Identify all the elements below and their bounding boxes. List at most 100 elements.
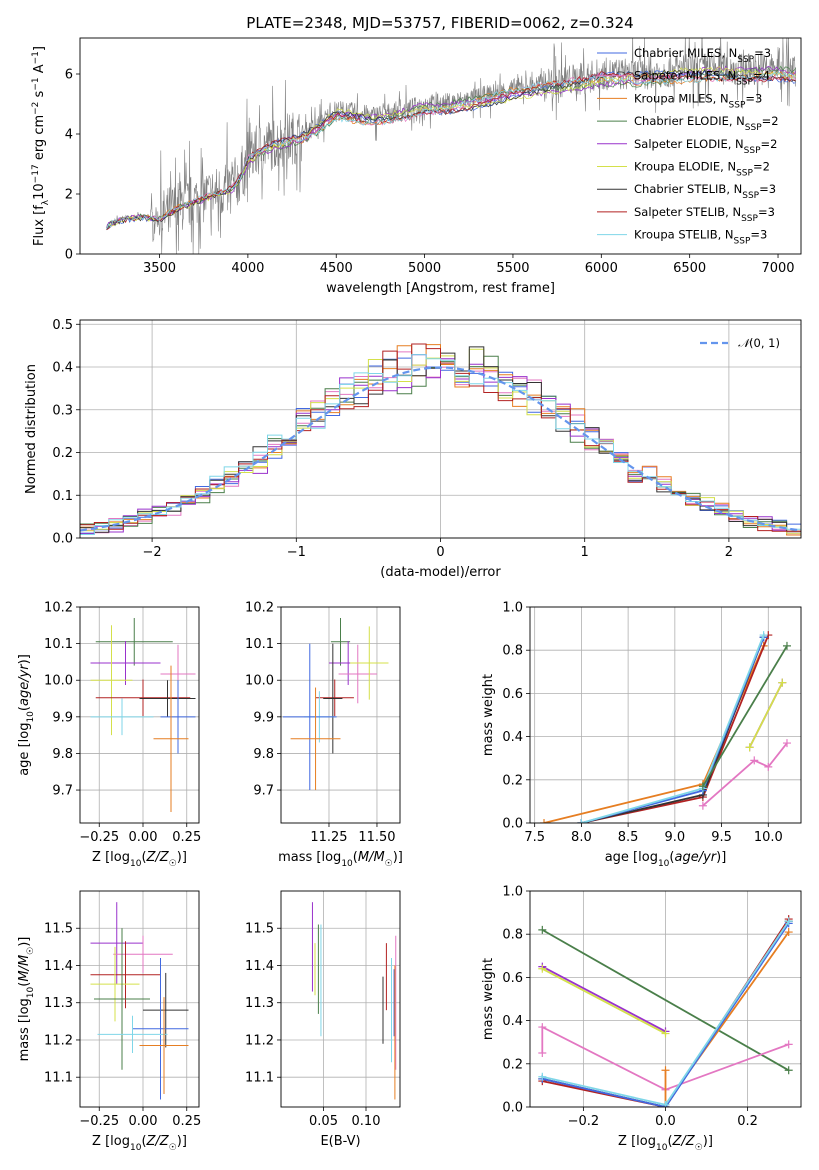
mass-weight-line — [702, 742, 788, 807]
label-part: Kroupa ELODIE, N — [634, 160, 736, 174]
y-tick-label: 0.0 — [502, 817, 523, 832]
label-part: =2 — [753, 160, 770, 174]
y-tick-label: 0.8 — [502, 928, 523, 943]
label-part: =2 — [762, 114, 779, 128]
y-tick-label: 0.0 — [52, 532, 73, 547]
y-tick-label: 10.1 — [245, 637, 274, 652]
x-tick-label: 8.5 — [618, 830, 639, 845]
label-part: ( — [17, 982, 32, 987]
plot-area — [106, 38, 797, 254]
label-part: −1 — [31, 77, 41, 90]
x-axis-label: Z [log10(Z/Z☉)] — [92, 850, 187, 869]
legend: 𝒩(0, 1) — [700, 336, 780, 350]
mass-weight-line — [541, 929, 790, 1072]
x-tick-label: 0.00 — [129, 1114, 158, 1129]
spectrum-model-line — [106, 66, 796, 230]
label-part: =2 — [761, 137, 778, 151]
plot-area — [540, 631, 791, 823]
label-part: =3 — [759, 182, 776, 196]
x-axis-label: mass [log10(M/M☉)] — [278, 850, 403, 869]
plot-area — [311, 902, 397, 1100]
legend-entry: Chabrier ELODIE, NSSP=2 — [634, 114, 779, 133]
axes-frame — [79, 890, 200, 1108]
label-part: age/yr — [17, 663, 32, 706]
label-part: ☉ — [695, 1143, 703, 1153]
mass-weight-marker — [778, 678, 787, 687]
label-part: Chabrier MILES, N — [634, 46, 737, 60]
label-part: E(B-V) — [320, 1134, 360, 1149]
label-part: 10 — [26, 711, 36, 723]
label-part: Salpeter ELODIE, N — [634, 137, 744, 151]
x-tick-label: −1 — [287, 545, 306, 560]
mass-weight-marker — [782, 641, 791, 650]
label-part: −1 — [31, 51, 41, 64]
y-tick-label: 9.9 — [52, 710, 73, 725]
x-tick-label: −0.2 — [568, 1114, 600, 1129]
label-part: ☉ — [169, 859, 177, 869]
label-part: )] — [17, 654, 32, 664]
x-tick-label: 7.5 — [524, 830, 545, 845]
y-tick-label: 0.2 — [502, 1057, 523, 1072]
label-part: 10 — [32, 183, 47, 200]
x-axis-label: Z [log10(Z/Z☉)] — [92, 1134, 187, 1153]
panel-spectrum: 3500 4000 4500 5000 5500 6000 6500 7000 0 2 4 6 wave… — [31, 37, 802, 296]
y-tick-label: 0.3 — [52, 403, 73, 418]
y-tick-label: 11.1 — [245, 1071, 274, 1086]
axes-frame — [79, 37, 802, 255]
label-part: SSP — [736, 78, 753, 88]
label-part: SSP — [734, 237, 751, 247]
panel-age-vs-mass: 11.25 11.50 9.7 9.8 9.9 10.0 10.1 10.2 mass [log… — [245, 601, 403, 870]
y-tick-label: 11.5 — [245, 922, 274, 937]
x-tick-label: −2 — [143, 545, 162, 560]
x-tick-label: 7000 — [761, 261, 794, 276]
label-part: wavelength [Angstrom, rest frame] — [326, 281, 555, 296]
plot-area — [90, 902, 189, 1100]
label-part: ] — [32, 46, 47, 51]
label-part: 10 — [656, 1143, 668, 1153]
label-part: age [log — [17, 723, 32, 776]
mass-weight-marker — [784, 1066, 793, 1075]
label-part: (data-model)/error — [380, 565, 501, 580]
x-tick-label: 11.50 — [358, 830, 395, 845]
mass-weight-marker — [661, 1100, 670, 1107]
mass-weight-marker — [661, 1029, 670, 1038]
x-tick-label: 6500 — [673, 261, 706, 276]
label-part: Z [log — [618, 1134, 656, 1149]
x-tick-label: 0.05 — [309, 1114, 338, 1129]
label-part: SSP — [741, 214, 758, 224]
axes-frame — [529, 606, 802, 824]
label-part: =3 — [758, 205, 775, 219]
label-part: )] — [393, 850, 403, 865]
label-part: =3 — [754, 46, 771, 60]
label-part: )] — [177, 850, 187, 865]
x-tick-label: 10.0 — [754, 830, 783, 845]
mass-weight-line — [541, 968, 666, 1035]
x-tick-label: 0.25 — [172, 830, 201, 845]
y-tick-label: 11.3 — [245, 996, 274, 1011]
label-part: 10 — [658, 859, 670, 869]
label-part: age/yr — [674, 850, 717, 865]
label-part: mass [log — [278, 850, 341, 865]
label-part: Normed distribution — [24, 364, 39, 494]
y-axis-label: Flux [fλ10−17 erg cm−2 s−1 A−1] — [31, 46, 51, 246]
x-tick-label: 9.0 — [665, 830, 686, 845]
panel-age-vs-z: −0.25 0.00 0.25 9.7 9.8 9.9 10.0 10.1 10.2 Z [log… — [17, 601, 201, 870]
mass-weight-marker — [784, 1040, 793, 1049]
mass-weight-marker — [745, 743, 754, 752]
label-part: ☉ — [169, 1143, 177, 1153]
y-tick-label: 10.2 — [245, 601, 274, 616]
y-tick-label: 11.2 — [245, 1033, 274, 1048]
label-part: Z/Z — [672, 1134, 696, 1149]
axes-frame — [280, 890, 401, 1108]
x-tick-label: 0.2 — [737, 1114, 758, 1129]
mass-weight-marker — [577, 819, 586, 823]
panel-mass-vs-ebv: 0.05 0.10 11.1 11.2 11.3 11.4 11.5 E(B-V) — [245, 890, 401, 1149]
plot-area — [80, 343, 801, 536]
normal-curve — [80, 366, 801, 532]
panel-mass-weight-vs-z: −0.2 0.0 0.2 0.0 0.2 0.4 0.6 0.8 1.0 Z [log10(Z/Z… — [481, 885, 802, 1153]
label-part: SSP — [729, 100, 746, 110]
y-tick-label: 10.0 — [44, 674, 73, 689]
mass-weight-line — [543, 645, 765, 823]
x-tick-label: −0.25 — [79, 1114, 119, 1129]
label-part: SSP — [737, 55, 754, 65]
